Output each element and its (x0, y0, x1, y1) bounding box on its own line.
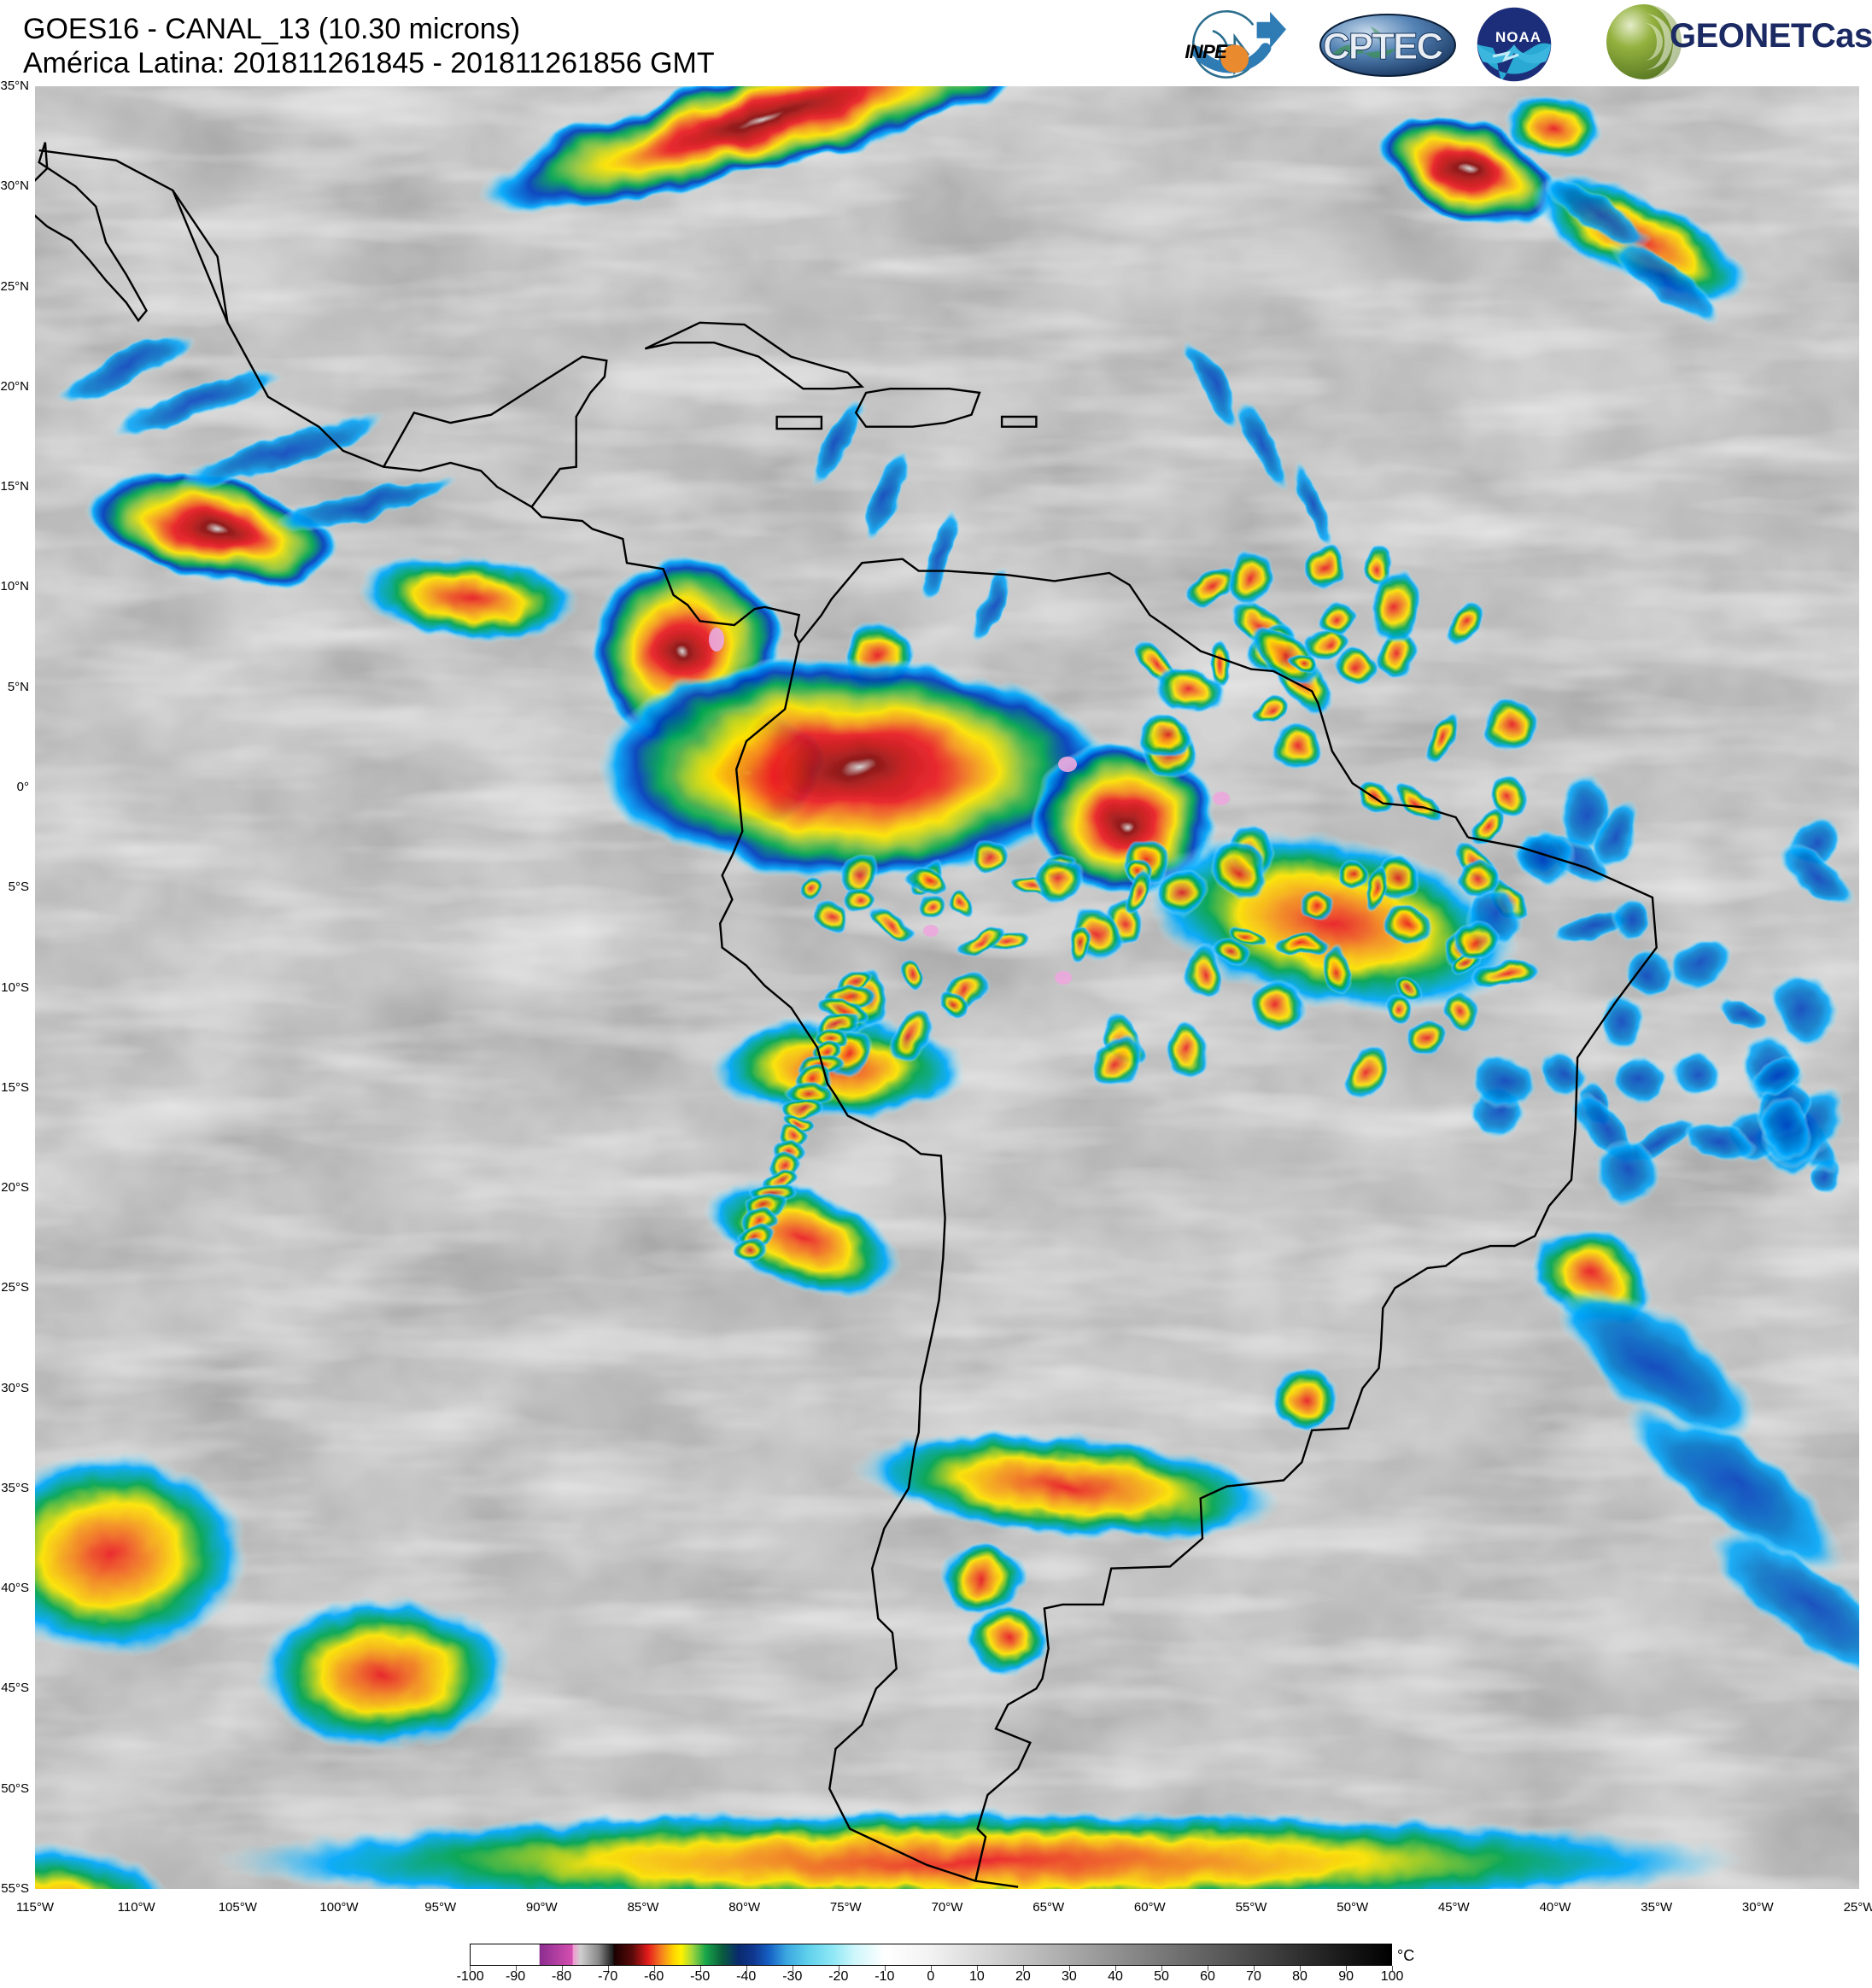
svg-text:INPE: INPE (1185, 41, 1228, 62)
svg-text:CPTEC: CPTEC (1323, 26, 1442, 67)
svg-text:NOAA: NOAA (1495, 29, 1541, 45)
